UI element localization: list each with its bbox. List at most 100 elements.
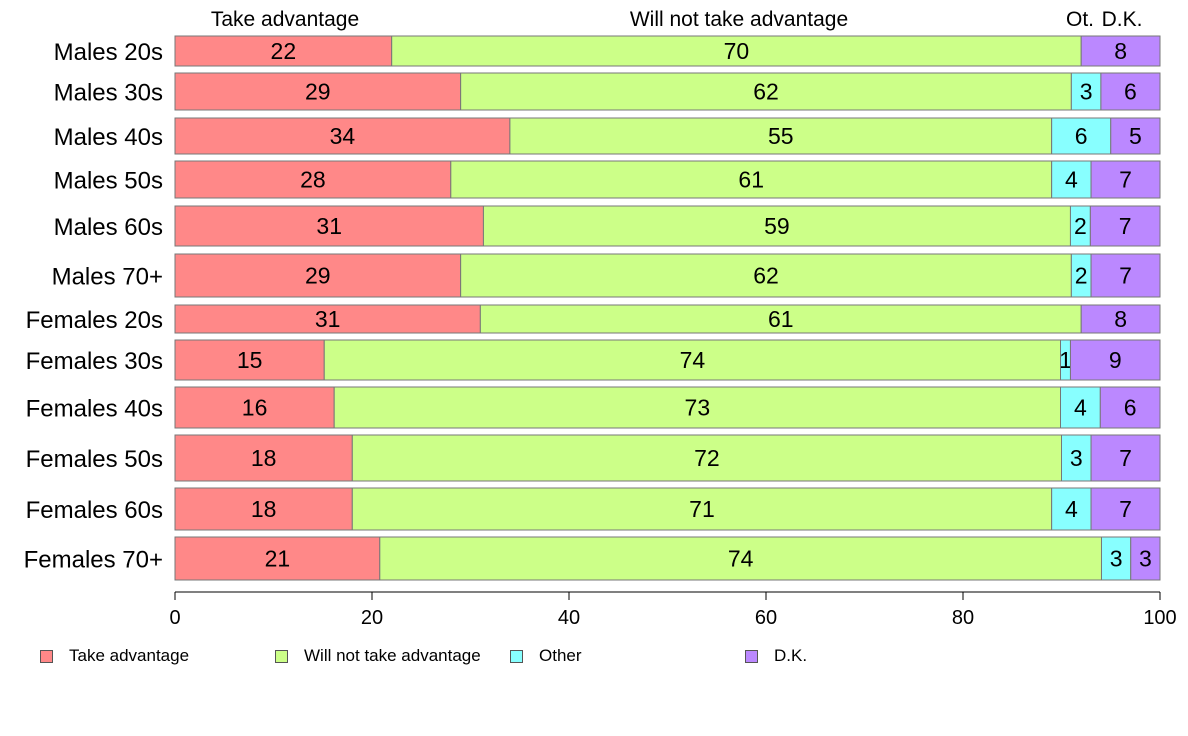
data-label-will-not-take-advantage: 62 xyxy=(753,79,779,105)
category-label-females-20s: Females 20s xyxy=(26,307,163,334)
data-label-d-k: 9 xyxy=(1109,347,1122,373)
bar-segment-d-k xyxy=(1089,205,1161,247)
data-label-d-k: 6 xyxy=(1124,79,1137,105)
legend-swatch-other xyxy=(510,649,523,663)
bar-segment-will-not-take-advantage xyxy=(379,536,1102,581)
category-label-males-70: Males 70+ xyxy=(52,264,163,291)
bar-segment-other xyxy=(1070,72,1102,111)
data-label-will-not-take-advantage: 61 xyxy=(738,167,764,193)
data-label-take-advantage: 29 xyxy=(305,263,331,289)
bar-segment-take-advantage xyxy=(174,35,393,67)
data-label-other: 3 xyxy=(1070,445,1083,471)
data-label-d-k: 6 xyxy=(1124,395,1137,421)
bar-segment-will-not-take-advantage xyxy=(391,35,1082,67)
data-label-d-k: 8 xyxy=(1114,38,1127,64)
bar-segment-take-advantage xyxy=(174,253,462,298)
data-label-other: 4 xyxy=(1065,167,1078,193)
category-label-females-70: Females 70+ xyxy=(24,547,163,574)
data-label-take-advantage: 21 xyxy=(265,546,291,572)
legend-swatch-dk xyxy=(745,649,758,663)
x-tick-label: 100 xyxy=(1143,607,1176,629)
legend-label-will-not-take-advantage: Will not take advantage xyxy=(304,646,481,665)
top-label-ot: Ot. xyxy=(1066,8,1094,31)
category-label-males-50s: Males 50s xyxy=(54,168,163,195)
data-label-other: 4 xyxy=(1065,496,1078,522)
legend-item-will-not-take-advantage: Will not take advantage xyxy=(275,646,481,666)
data-label-take-advantage: 18 xyxy=(251,496,277,522)
legend-item-take-advantage: Take advantage xyxy=(40,646,189,666)
legend-swatch-take-advantage xyxy=(40,649,53,663)
category-label-females-50s: Females 50s xyxy=(26,446,163,473)
data-label-will-not-take-advantage: 74 xyxy=(680,347,706,373)
data-label-d-k: 7 xyxy=(1119,167,1132,193)
category-label-males-60s: Males 60s xyxy=(54,214,163,241)
data-label-other: 3 xyxy=(1080,79,1093,105)
bar-segment-other xyxy=(1051,160,1092,199)
bar-segment-d-k xyxy=(1110,117,1161,155)
bar-segment-take-advantage xyxy=(174,536,381,581)
legend-label-other: Other xyxy=(539,646,582,665)
bar-segment-other xyxy=(1061,434,1092,482)
bar-segment-take-advantage xyxy=(174,205,484,247)
data-label-d-k: 7 xyxy=(1119,263,1132,289)
bar-segment-will-not-take-advantage xyxy=(460,253,1072,298)
data-label-will-not-take-advantage: 70 xyxy=(724,38,750,64)
bar-segment-d-k xyxy=(1080,35,1161,67)
bar-segment-other xyxy=(1051,487,1092,531)
bar-segment-d-k xyxy=(1090,160,1161,199)
bar-segment-will-not-take-advantage xyxy=(351,487,1053,531)
data-label-take-advantage: 16 xyxy=(242,395,268,421)
legend-item-other: Other xyxy=(510,646,582,666)
data-label-will-not-take-advantage: 59 xyxy=(764,213,790,239)
bar-segment-other xyxy=(1100,536,1132,581)
data-label-take-advantage: 29 xyxy=(305,79,331,105)
x-tick-label: 40 xyxy=(558,607,580,629)
category-label-females-30s: Females 30s xyxy=(26,348,163,375)
data-label-d-k: 8 xyxy=(1114,306,1127,332)
data-label-take-advantage: 28 xyxy=(300,167,326,193)
data-label-will-not-take-advantage: 55 xyxy=(768,123,794,149)
data-label-will-not-take-advantage: 61 xyxy=(768,306,794,332)
bar-segment-will-not-take-advantage xyxy=(509,117,1053,155)
bar-segment-d-k xyxy=(1080,304,1161,334)
bar-segment-d-k xyxy=(1090,487,1161,531)
x-tick-label: 0 xyxy=(169,607,180,629)
data-label-will-not-take-advantage: 62 xyxy=(753,263,779,289)
bar-segment-d-k xyxy=(1099,386,1161,429)
legend-swatch-will-not-take-advantage xyxy=(275,649,288,663)
category-label-females-40s: Females 40s xyxy=(26,396,163,423)
category-label-males-40s: Males 40s xyxy=(54,124,163,151)
data-label-d-k: 7 xyxy=(1119,213,1132,239)
bar-segment-other xyxy=(1051,117,1112,155)
top-label-d-k: D.K. xyxy=(1102,8,1143,31)
bar-segment-d-k xyxy=(1100,72,1161,111)
top-label-will-not-take-advantage: Will not take advantage xyxy=(630,8,848,31)
bar-segment-d-k xyxy=(1090,434,1161,482)
data-label-d-k: 7 xyxy=(1119,496,1132,522)
bar-segment-take-advantage xyxy=(174,72,462,111)
bar-segment-take-advantage xyxy=(174,160,452,199)
data-label-other: 3 xyxy=(1110,546,1123,572)
bar-segment-will-not-take-advantage xyxy=(323,339,1062,381)
data-label-other: 2 xyxy=(1075,263,1088,289)
data-label-take-advantage: 18 xyxy=(251,445,277,471)
data-label-take-advantage: 34 xyxy=(330,123,356,149)
x-tick-label: 60 xyxy=(755,607,777,629)
data-label-other: 2 xyxy=(1074,213,1087,239)
data-label-take-advantage: 31 xyxy=(316,213,342,239)
legend: Take advantage Will not take advantage O… xyxy=(0,646,1188,666)
data-label-other: 4 xyxy=(1074,395,1087,421)
data-label-will-not-take-advantage: 73 xyxy=(685,395,711,421)
data-label-d-k: 3 xyxy=(1139,546,1152,572)
legend-label-dk: D.K. xyxy=(774,646,808,665)
data-label-take-advantage: 15 xyxy=(237,347,263,373)
legend-label-take-advantage: Take advantage xyxy=(69,646,190,665)
bar-segment-d-k xyxy=(1090,253,1161,298)
data-label-will-not-take-advantage: 71 xyxy=(689,496,715,522)
bar-segment-will-not-take-advantage xyxy=(482,205,1071,247)
x-tick-label: 20 xyxy=(361,607,383,629)
bar-segment-d-k xyxy=(1130,536,1161,581)
data-label-d-k: 5 xyxy=(1129,123,1142,149)
legend-item-dk: D.K. xyxy=(745,646,807,666)
